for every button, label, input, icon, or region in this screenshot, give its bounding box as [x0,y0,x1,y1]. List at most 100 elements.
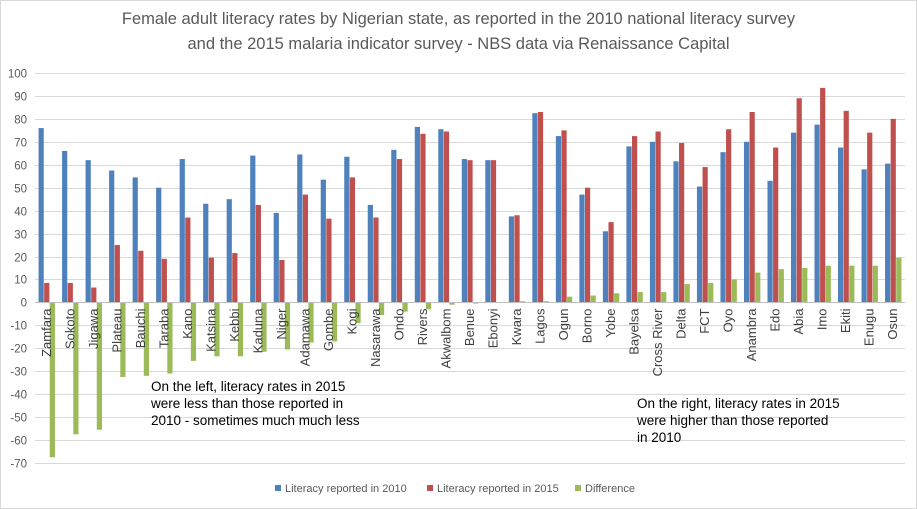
bar-ondo-series-1 [391,149,397,303]
bar-adamawa-series-2 [302,194,309,303]
bar-plateau-series-2 [114,245,120,303]
bar-akwalbom-series-1 [438,129,444,303]
left-annotation-line: On the left, literacy rates in 2015 [151,379,346,394]
bar-anambra-series-2 [749,112,755,303]
bar-kano-series-3 [190,302,197,361]
bar-kwara-series-3 [520,301,526,303]
y-tick-label: -20 [10,344,27,356]
bar-bauchi-series-1 [132,177,138,303]
y-tick-label: 50 [14,184,27,196]
bar-kogi-series-2 [349,177,356,303]
category-label: Oyo [721,309,736,333]
bar-edo-series-2 [773,147,779,303]
bar-kaduna-series-2 [255,204,261,303]
bar-enugu-series-2 [867,132,873,303]
bar-adamawa-series-1 [297,154,303,303]
category-label: Imo [815,309,830,331]
category-label: Ebonyi [486,308,501,348]
bar-nasarawa-series-3 [378,302,385,316]
category-label: Benue [462,309,477,347]
left-annotation-line: were less than those reported in [151,396,344,411]
bar-zamfara-series-3 [49,302,55,458]
bar-gombe-series-2 [326,218,332,303]
bar-kaduna-series-1 [250,155,256,303]
y-tick-label: -30 [10,367,27,379]
bar-kebbi-series-3 [237,302,244,357]
bar-ondo-series-3 [402,302,408,312]
bar-jigawa-series-1 [85,160,91,303]
category-label: Akwalbom [438,309,453,369]
bar-ekiti-series-2 [843,110,849,303]
chart-title-line-2: and the 2015 malaria indicator survey - … [187,35,730,53]
bar-lagos-series-1 [532,113,538,303]
bar-delta-series-2 [679,142,685,303]
bar-anambra-series-1 [743,141,750,303]
bar-oyo-series-3 [731,279,737,303]
bar-kebbi-series-2 [232,253,238,303]
right-annotation: On the right, literacy rates in 2015 wer… [637,395,840,446]
legend-swatch [275,485,281,491]
category-label: Delta [674,308,689,339]
bar-akwalbom-series-3 [449,302,455,305]
category-label: Sokoto [62,309,77,349]
bar-imo-series-3 [825,265,831,303]
bar-lagos-series-3 [543,301,549,303]
y-tick-label: 90 [14,92,27,104]
y-tick-label: -60 [10,436,27,448]
right-annotation-line: On the right, literacy rates in 2015 [637,396,840,411]
category-label: Jigawa [86,308,101,349]
y-tick-label: 0 [21,298,27,310]
y-tick-label: -70 [10,459,27,471]
bar-enugu-series-3 [872,265,878,303]
bar-sokoto-series-3 [73,302,79,435]
bar-ondo-series-2 [396,159,403,303]
bar-ogun-series-2 [561,130,567,303]
bar-osun-series-2 [890,118,896,303]
bar-taraba-series-1 [156,187,162,303]
bar-yobe-series-3 [614,293,620,303]
legend-label: Literacy reported in 2010 [285,483,407,495]
bar-yobe-series-2 [608,222,614,303]
bar-enugu-series-1 [861,169,867,303]
bar-nasarawa-series-1 [367,204,373,303]
y-tick-label: -50 [10,413,27,425]
bar-adamawa-series-3 [308,302,314,343]
bar-kwara-series-2 [514,215,520,303]
category-label: Gombe [321,309,336,352]
bar-katsina-series-2 [208,257,214,303]
bar-benue-series-2 [467,160,473,303]
y-tick-label: 20 [14,253,27,265]
bar-akwalbom-series-2 [443,131,450,303]
bar-jigawa-series-2 [91,287,97,303]
bar-niger-series-3 [284,302,291,350]
category-label: Edo [768,309,783,332]
category-label: Katsina [203,308,218,352]
bar-fct-series-3 [708,282,714,303]
bar-kwara-series-1 [508,216,515,303]
bar-borno-series-2 [584,187,591,303]
left-annotation-line: 2010 - sometimes much much less [151,413,360,428]
bar-ebonyi-series-1 [485,160,491,303]
legend-label: Difference [585,483,635,495]
category-label: Yobe [603,309,618,338]
category-label: FCT [697,308,712,333]
y-tick-label: 40 [14,207,27,219]
bar-cross-river-series-1 [649,141,656,303]
bar-bayelsa-series-1 [626,146,632,303]
bar-taraba-series-2 [161,258,167,303]
bar-oyo-series-1 [720,152,726,303]
bar-cross-river-series-3 [661,292,667,303]
bar-ebonyi-series-2 [490,160,497,303]
category-label: Cross River [650,308,665,377]
category-label: Kano [180,309,195,339]
bar-lagos-series-2 [537,112,544,303]
bar-zamfara-series-2 [44,282,50,303]
bar-kano-series-2 [185,217,191,303]
category-label: Ogun [556,309,571,341]
bar-plateau-series-3 [120,302,126,377]
bar-rivers-series-3 [425,302,432,310]
right-annotation-line: in 2010 [637,430,682,445]
y-tick-label: 80 [14,115,27,127]
y-tick-label: 100 [8,69,27,81]
